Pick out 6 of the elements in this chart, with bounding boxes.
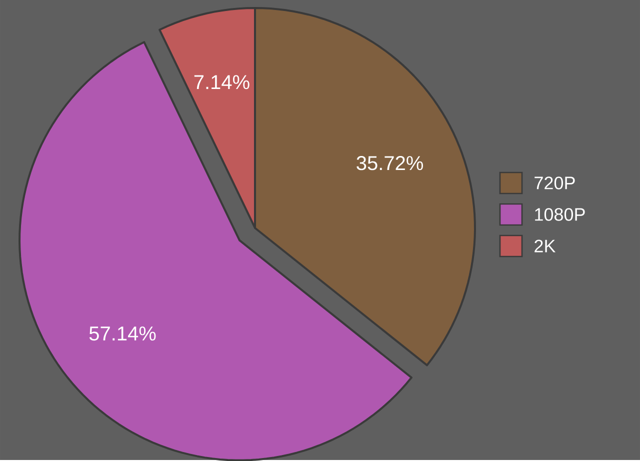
legend-label: 720P [534,176,575,190]
legend-label: 1080P [535,208,585,221]
data-label: 7.14% [194,75,250,90]
data-label: 35.72% [356,156,423,170]
data-label: 57.14% [89,326,156,340]
legend-label: 2K [534,240,556,252]
